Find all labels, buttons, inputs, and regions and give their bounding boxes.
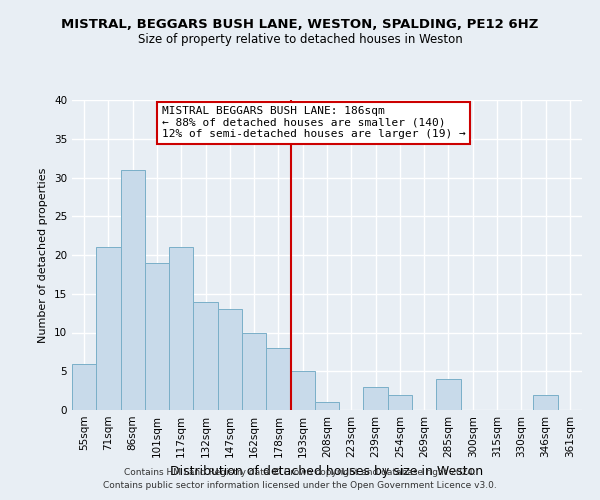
Bar	[193, 302, 218, 410]
Bar	[290, 371, 315, 410]
Bar	[145, 263, 169, 410]
Y-axis label: Number of detached properties: Number of detached properties	[38, 168, 49, 342]
Text: Size of property relative to detached houses in Weston: Size of property relative to detached ho…	[137, 32, 463, 46]
Bar	[533, 394, 558, 410]
Bar	[72, 364, 96, 410]
Bar	[96, 247, 121, 410]
Bar	[169, 247, 193, 410]
Bar	[121, 170, 145, 410]
Bar	[388, 394, 412, 410]
Text: Contains public sector information licensed under the Open Government Licence v3: Contains public sector information licen…	[103, 480, 497, 490]
Bar	[436, 379, 461, 410]
Bar	[315, 402, 339, 410]
Bar	[242, 332, 266, 410]
X-axis label: Distribution of detached houses by size in Weston: Distribution of detached houses by size …	[170, 466, 484, 478]
Bar	[266, 348, 290, 410]
Text: Contains HM Land Registry data © Crown copyright and database right 2024.: Contains HM Land Registry data © Crown c…	[124, 468, 476, 477]
Text: MISTRAL, BEGGARS BUSH LANE, WESTON, SPALDING, PE12 6HZ: MISTRAL, BEGGARS BUSH LANE, WESTON, SPAL…	[61, 18, 539, 30]
Text: MISTRAL BEGGARS BUSH LANE: 186sqm
← 88% of detached houses are smaller (140)
12%: MISTRAL BEGGARS BUSH LANE: 186sqm ← 88% …	[162, 106, 466, 140]
Bar	[218, 309, 242, 410]
Bar	[364, 387, 388, 410]
